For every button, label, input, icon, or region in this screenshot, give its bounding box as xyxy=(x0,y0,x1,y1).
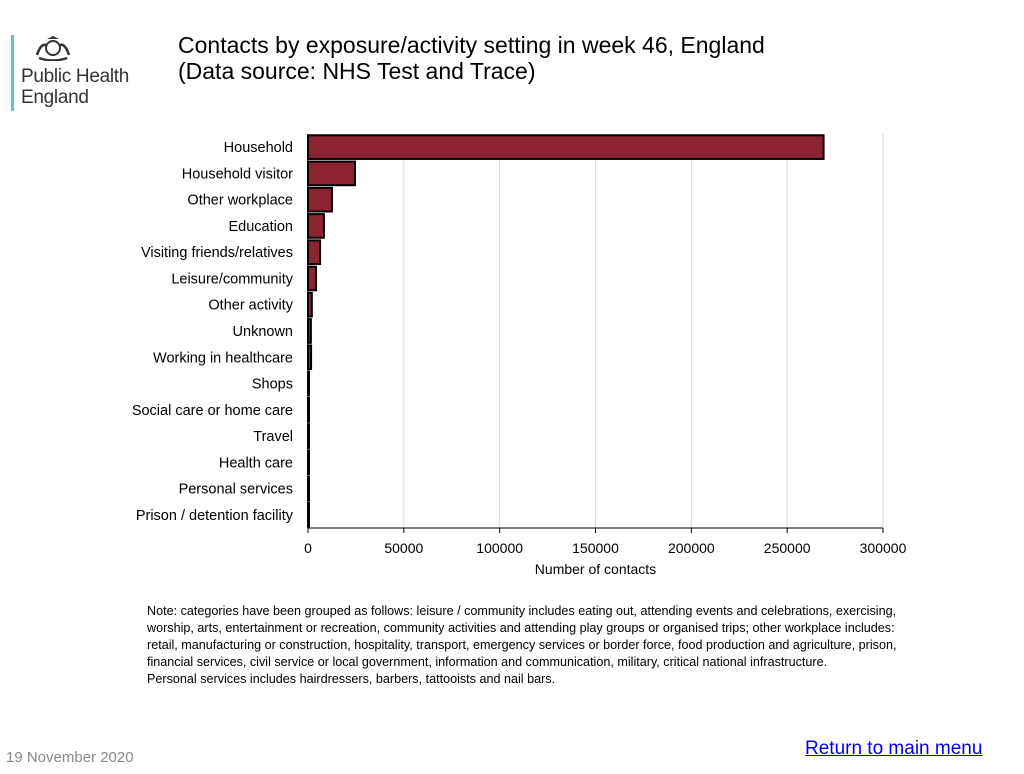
category-label: Household xyxy=(224,140,293,156)
bar xyxy=(307,186,333,213)
title-line1: Contacts by exposure/activity setting in… xyxy=(178,32,765,58)
category-label: Household visitor xyxy=(182,166,293,182)
category-label: Other activity xyxy=(208,298,293,314)
x-tick-label: 100000 xyxy=(476,540,523,556)
bar-chart: 0 50000 100000 150000 200000 250000 300000 Hous… xyxy=(132,134,907,577)
x-tick-label: 200000 xyxy=(668,540,715,556)
x-axis-label: Number of contacts xyxy=(535,561,656,577)
title-line2: (Data source: NHS Test and Trace) xyxy=(178,58,536,84)
category-label: Unknown xyxy=(233,324,293,340)
x-tick-label: 50000 xyxy=(384,540,423,556)
date-label: 19 November 2020 xyxy=(6,749,134,766)
category-label: Personal services xyxy=(179,482,293,498)
x-tick-label: 150000 xyxy=(572,540,619,556)
category-label: Social care or home care xyxy=(132,403,293,419)
x-tick-label: 250000 xyxy=(764,540,811,556)
logo-line2: England xyxy=(21,87,89,108)
note-text: Note: categories have been grouped as fo… xyxy=(147,604,897,669)
category-label: Prison / detention facility xyxy=(136,508,294,524)
logo-line1: Public Health xyxy=(21,66,130,87)
bar xyxy=(307,265,318,292)
category-label: Education xyxy=(229,219,294,235)
category-label: Other workplace xyxy=(187,193,293,209)
category-label: Shops xyxy=(252,377,293,393)
category-label: Leisure/community xyxy=(171,271,293,287)
note-text-2: Personal services includes hairdressers,… xyxy=(147,672,556,686)
category-label: Health care xyxy=(219,455,293,471)
phe-logo: Public Health England xyxy=(11,35,129,111)
category-label: Working in healthcare xyxy=(153,350,293,366)
page-title: Contacts by exposure/activity setting in… xyxy=(178,32,765,84)
x-tick-label: 300000 xyxy=(860,540,907,556)
bar xyxy=(307,160,356,187)
x-tick-label: 0 xyxy=(304,540,312,556)
bar xyxy=(307,291,313,318)
bar xyxy=(307,213,325,239)
bar xyxy=(307,134,825,160)
chart-note: Note: categories have been grouped as fo… xyxy=(147,603,907,688)
bar xyxy=(307,239,322,266)
category-label: Visiting friends/relatives xyxy=(141,245,293,261)
return-to-main-menu-link[interactable]: Return to main menu xyxy=(805,738,983,759)
royal-crest-icon xyxy=(35,36,71,62)
category-label: Travel xyxy=(253,429,293,445)
